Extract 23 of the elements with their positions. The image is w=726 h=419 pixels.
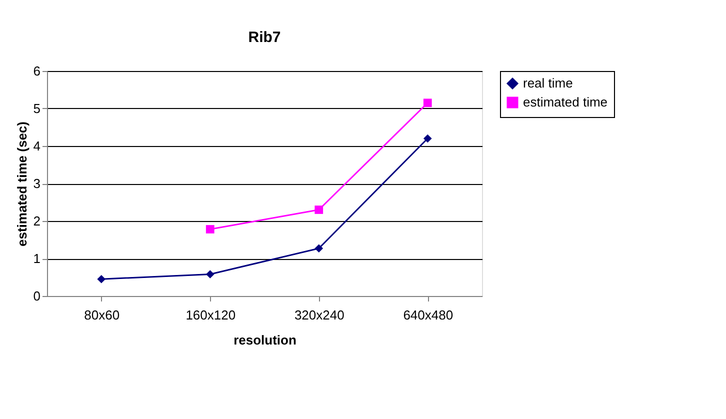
point bbox=[206, 225, 214, 234]
x-tick-label: 160x120 bbox=[186, 308, 236, 322]
x-axis-title: resolution bbox=[234, 332, 296, 348]
point bbox=[314, 244, 324, 253]
chart-title: Rib7 bbox=[248, 29, 281, 46]
x-tick-label: 320x240 bbox=[294, 308, 344, 322]
y-tick-label: 5 bbox=[33, 101, 40, 116]
y-tick-label: 4 bbox=[33, 138, 40, 154]
point bbox=[314, 206, 324, 214]
point bbox=[423, 98, 432, 108]
point bbox=[206, 270, 214, 278]
y-tick-label: 2 bbox=[33, 214, 40, 228]
legend-label: estimated time bbox=[523, 94, 608, 110]
y-tick-label: 6 bbox=[33, 64, 40, 78]
x-tick-label: 640x480 bbox=[403, 308, 454, 322]
y-tick-label: 3 bbox=[33, 176, 40, 191]
x-tick-label: 80x60 bbox=[84, 308, 120, 322]
point bbox=[423, 134, 432, 143]
y-tick-label: 1 bbox=[33, 251, 40, 266]
legend-label: real time bbox=[523, 76, 573, 90]
y-axis-title: estimated time (sec) bbox=[14, 122, 30, 246]
point bbox=[97, 274, 106, 284]
y-tick-label: 0 bbox=[33, 288, 40, 304]
